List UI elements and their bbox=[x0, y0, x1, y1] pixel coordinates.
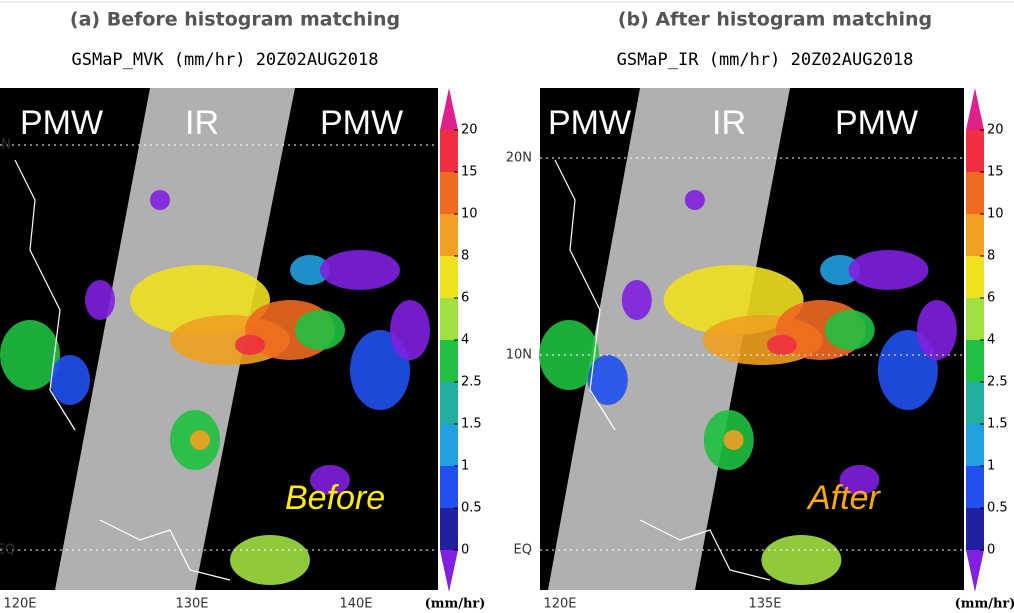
rain-area bbox=[848, 250, 928, 290]
colorbar-label: 0.5 bbox=[461, 501, 482, 516]
colorbar-label: 6 bbox=[461, 291, 469, 306]
colorbar-label: 15 bbox=[987, 165, 1004, 180]
colorbar-label: 2.5 bbox=[461, 375, 482, 390]
rain-area bbox=[235, 335, 265, 355]
rain-area bbox=[767, 335, 797, 355]
rain-area bbox=[150, 190, 170, 210]
lat-label: N bbox=[1, 138, 11, 153]
colorbar-segment bbox=[440, 172, 458, 214]
colorbar-segment bbox=[966, 256, 984, 298]
panel-subtitle: GSMaP_MVK (mm/hr) 20Z02AUG2018 bbox=[71, 50, 378, 70]
overlay-label: PMW bbox=[835, 104, 918, 142]
rain-area bbox=[761, 535, 841, 585]
lat-label: 10N bbox=[506, 348, 532, 363]
colorbar-label: 0 bbox=[461, 543, 469, 558]
colorbar-label: 1 bbox=[461, 459, 469, 474]
rain-area bbox=[295, 310, 345, 350]
colorbar-segment bbox=[440, 214, 458, 256]
colorbar-label: 1.5 bbox=[987, 417, 1008, 432]
colorbar-end bbox=[440, 550, 458, 592]
lat-label: EQ bbox=[514, 543, 532, 558]
colorbar-segment bbox=[440, 256, 458, 298]
panel-title: (a) Before histogram matching bbox=[70, 9, 400, 31]
colorbar-label: 8 bbox=[461, 249, 469, 264]
rain-area bbox=[230, 535, 310, 585]
lon-label: 120E bbox=[3, 597, 36, 612]
overlay-label: IR bbox=[712, 104, 746, 142]
colorbar-segment bbox=[966, 340, 984, 382]
colorbar-label: 8 bbox=[987, 249, 995, 264]
colorbar-end bbox=[440, 88, 458, 130]
rain-area bbox=[724, 430, 744, 450]
colorbar-segment bbox=[966, 130, 984, 172]
unit-label: (mm/hr) bbox=[425, 597, 486, 612]
lon-label: 120E bbox=[543, 597, 576, 612]
colorbar-label: 4 bbox=[461, 333, 469, 348]
colorbar-label: 0.5 bbox=[987, 501, 1008, 516]
unit-label: (mm/hr) bbox=[955, 597, 1014, 612]
colorbar-label: 1 bbox=[987, 459, 995, 474]
lat-label: 20N bbox=[506, 151, 532, 166]
colorbar-segment bbox=[440, 466, 458, 508]
colorbar-segment bbox=[440, 508, 458, 550]
colorbar-label: 10 bbox=[461, 207, 478, 222]
overlay-label: IR bbox=[185, 104, 219, 142]
colorbar-segment bbox=[966, 508, 984, 550]
colorbar-segment bbox=[440, 382, 458, 424]
rain-area bbox=[390, 300, 430, 360]
tag-label: After bbox=[806, 479, 881, 517]
colorbar-label: 20 bbox=[987, 123, 1004, 138]
rain-area bbox=[622, 280, 652, 320]
colorbar-label: 15 bbox=[461, 165, 478, 180]
colorbar-segment bbox=[966, 214, 984, 256]
rain-area bbox=[685, 190, 705, 210]
colorbar-segment bbox=[966, 466, 984, 508]
lat-label: EQ bbox=[0, 543, 15, 558]
rain-area bbox=[320, 250, 400, 290]
overlay-label: PMW bbox=[548, 104, 631, 142]
lon-label: 135E bbox=[748, 597, 781, 612]
rain-area bbox=[85, 280, 115, 320]
colorbar-label: 4 bbox=[987, 333, 995, 348]
colorbar-label: 10 bbox=[987, 207, 1004, 222]
lon-label: 130E bbox=[175, 597, 208, 612]
panel-subtitle: GSMaP_IR (mm/hr) 20Z02AUG2018 bbox=[617, 50, 914, 70]
colorbar-segment bbox=[966, 298, 984, 340]
rain-area bbox=[825, 310, 875, 350]
colorbar-segment bbox=[966, 424, 984, 466]
panel-title: (b) After histogram matching bbox=[618, 9, 932, 31]
colorbar-segment bbox=[440, 424, 458, 466]
colorbar-label: 0 bbox=[987, 543, 995, 558]
colorbar-label: 6 bbox=[987, 291, 995, 306]
rain-area bbox=[917, 300, 957, 360]
overlay-label: PMW bbox=[20, 104, 103, 142]
lon-label: 140E bbox=[339, 597, 372, 612]
colorbar-label: 2.5 bbox=[987, 375, 1008, 390]
colorbar-segment bbox=[966, 172, 984, 214]
colorbar-end bbox=[966, 550, 984, 592]
rain-area bbox=[50, 355, 90, 405]
colorbar-label: 20 bbox=[461, 123, 478, 138]
tag-label: Before bbox=[285, 479, 385, 517]
colorbar-segment bbox=[440, 130, 458, 172]
figure: en (a) Before histogram matchingGSMaP_MV… bbox=[0, 0, 1014, 613]
colorbar-segment bbox=[440, 298, 458, 340]
rain-area bbox=[190, 430, 210, 450]
colorbar-end bbox=[966, 88, 984, 130]
colorbar-segment bbox=[966, 382, 984, 424]
colorbar-label: 1.5 bbox=[461, 417, 482, 432]
overlay-label: PMW bbox=[320, 104, 403, 142]
colorbar-segment bbox=[440, 340, 458, 382]
